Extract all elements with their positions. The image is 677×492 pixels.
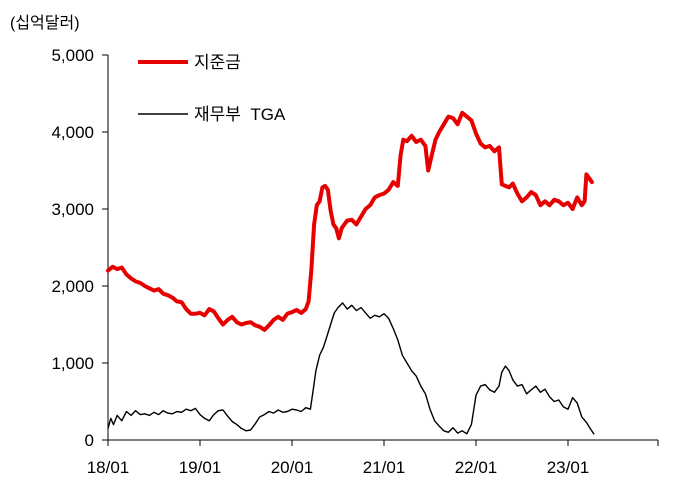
y-axis: 0 1,000 2,000 3,000 4,000 5,000: [51, 46, 109, 450]
legend-label-2: 재무부 TGA: [194, 105, 286, 124]
plot-area: [106, 110, 595, 435]
x-axis: 18/01 19/01 20/01 21/01 22/01 23/01: [87, 439, 659, 477]
x-tick-label: 22/01: [455, 458, 498, 477]
x-tick-label: 23/01: [547, 458, 590, 477]
x-tick-label: 21/01: [363, 458, 406, 477]
y-unit-label: (십억달러): [10, 14, 80, 32]
y-tick-label: 5,000: [51, 46, 94, 65]
y-tick-label: 4,000: [51, 123, 94, 142]
series-line-2: [107, 302, 595, 435]
legend-label-1: 지준금: [194, 53, 241, 72]
x-tick-label: 19/01: [179, 458, 222, 477]
x-tick-label: 20/01: [271, 458, 314, 477]
y-tick-label: 1,000: [51, 354, 94, 373]
x-tick-label: 18/01: [87, 458, 130, 477]
y-tick-label: 2,000: [51, 277, 94, 296]
series-line-1: [106, 110, 594, 332]
y-tick-label: 3,000: [51, 200, 94, 219]
y-tick-label: 0: [85, 431, 94, 450]
